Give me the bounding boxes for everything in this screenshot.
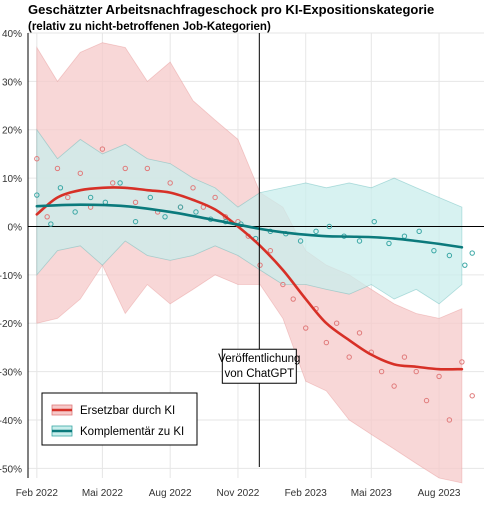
y-tick-label: 40% [2,29,22,40]
data-point-ersetzbar [267,247,274,254]
data-point-ersetzbar [77,170,84,176]
band-layer [36,42,463,484]
y-tick-label: 0% [8,222,23,233]
data-point-komplementaer [177,204,184,210]
trend-layer [35,186,464,371]
data-point-komplementaer [34,192,40,198]
data-point-komplementaer [117,180,123,186]
data-point-komplementaer [446,252,453,259]
data-point-ersetzbar [346,354,352,360]
x-tick-label: Mai 2023 [351,488,393,499]
data-point-ersetzbar [212,194,218,201]
y-tick-label: 10% [2,174,22,185]
x-tick-label: Nov 2022 [217,488,260,499]
chart-title: Geschätzter Arbeitsnachfrageschock pro K… [28,2,434,17]
data-point-ersetzbar [469,393,475,399]
data-point-ersetzbar [401,354,408,360]
data-point-ersetzbar [110,180,116,186]
data-point-komplementaer [72,209,78,215]
legend-label-ersetzbar: Ersetzbar durch KI [80,405,175,417]
data-point-ersetzbar [144,165,151,172]
data-point-komplementaer [193,209,199,215]
y-tick-label: -10% [0,271,22,282]
data-point-komplementaer [462,262,468,268]
y-tick-label: -50% [0,464,22,475]
annotation-box [221,348,297,384]
point-layer [34,146,475,423]
data-point-komplementaer [469,250,475,256]
y-tick-label: 30% [2,77,22,88]
y-tick-label: -20% [0,319,22,330]
ci-band-komplementaer [36,128,463,305]
data-point-ersetzbar [99,146,106,152]
data-point-ersetzbar [391,383,397,389]
data-point-ersetzbar [44,214,50,220]
x-tick-label: Aug 2022 [149,488,192,499]
trend-line-komplementaer [35,203,464,249]
data-point-komplementaer [147,194,153,201]
data-point-komplementaer [416,228,422,235]
data-point-ersetzbar [378,368,385,375]
y-tick-label: 20% [2,126,22,137]
data-point-komplementaer [431,247,437,254]
data-point-komplementaer [48,221,54,227]
data-point-ersetzbar [257,262,263,268]
x-tick-label: Aug 2023 [418,488,461,499]
data-point-ersetzbar [167,180,173,186]
data-point-ersetzbar [446,417,453,423]
data-point-komplementaer [87,194,94,201]
x-tick-label: Feb 2022 [16,488,59,499]
data-point-komplementaer [386,240,392,247]
data-point-ersetzbar [333,320,340,326]
data-point-ersetzbar [459,359,465,365]
data-point-ersetzbar [356,330,363,336]
trend-line-ersetzbar [35,186,464,371]
annotation-layer: Veröffentlichung von ChatGPT [218,33,300,467]
data-point-ersetzbar [65,194,71,201]
data-point-komplementaer [132,218,139,225]
data-point-komplementaer [297,238,304,244]
data-point-komplementaer [356,238,363,244]
data-point-ersetzbar [290,296,296,302]
data-point-ersetzbar [423,397,430,404]
y-tick-label: -30% [0,368,22,379]
data-point-ersetzbar [323,339,330,346]
data-point-ersetzbar [190,185,196,191]
x-tick-label: Mai 2022 [82,488,124,499]
legend-label-komplementaer: Komplementär zu KI [80,426,184,438]
annotation-label-line2: von ChatGPT [224,368,294,380]
data-point-ersetzbar [303,325,309,331]
axis-layer: 40% 30% 20% 10% 0% -10% -20% -30% -40% -50% Feb 20… [0,29,461,499]
data-point-komplementaer [57,185,64,191]
data-point-ersetzbar [413,368,419,375]
x-tick-label: Feb 2023 [285,488,328,499]
data-point-ersetzbar [54,165,61,172]
annotation-label-line1: Veröffentlichung [218,353,300,365]
data-point-ersetzbar [122,165,128,172]
chart-subtitle: (relativ zu nicht-betroffenen Job-Katego… [28,21,271,33]
data-point-ersetzbar [280,281,286,288]
data-point-komplementaer [371,218,377,225]
data-point-komplementaer [313,228,319,235]
y-tick-label: -40% [0,416,22,427]
data-point-ersetzbar [132,199,139,205]
data-point-komplementaer [326,223,332,230]
data-point-ersetzbar [34,156,40,162]
data-point-komplementaer [162,214,168,220]
legend: Ersetzbar durch KI Komplementär zu KI [41,392,198,446]
data-point-ersetzbar [436,373,442,380]
